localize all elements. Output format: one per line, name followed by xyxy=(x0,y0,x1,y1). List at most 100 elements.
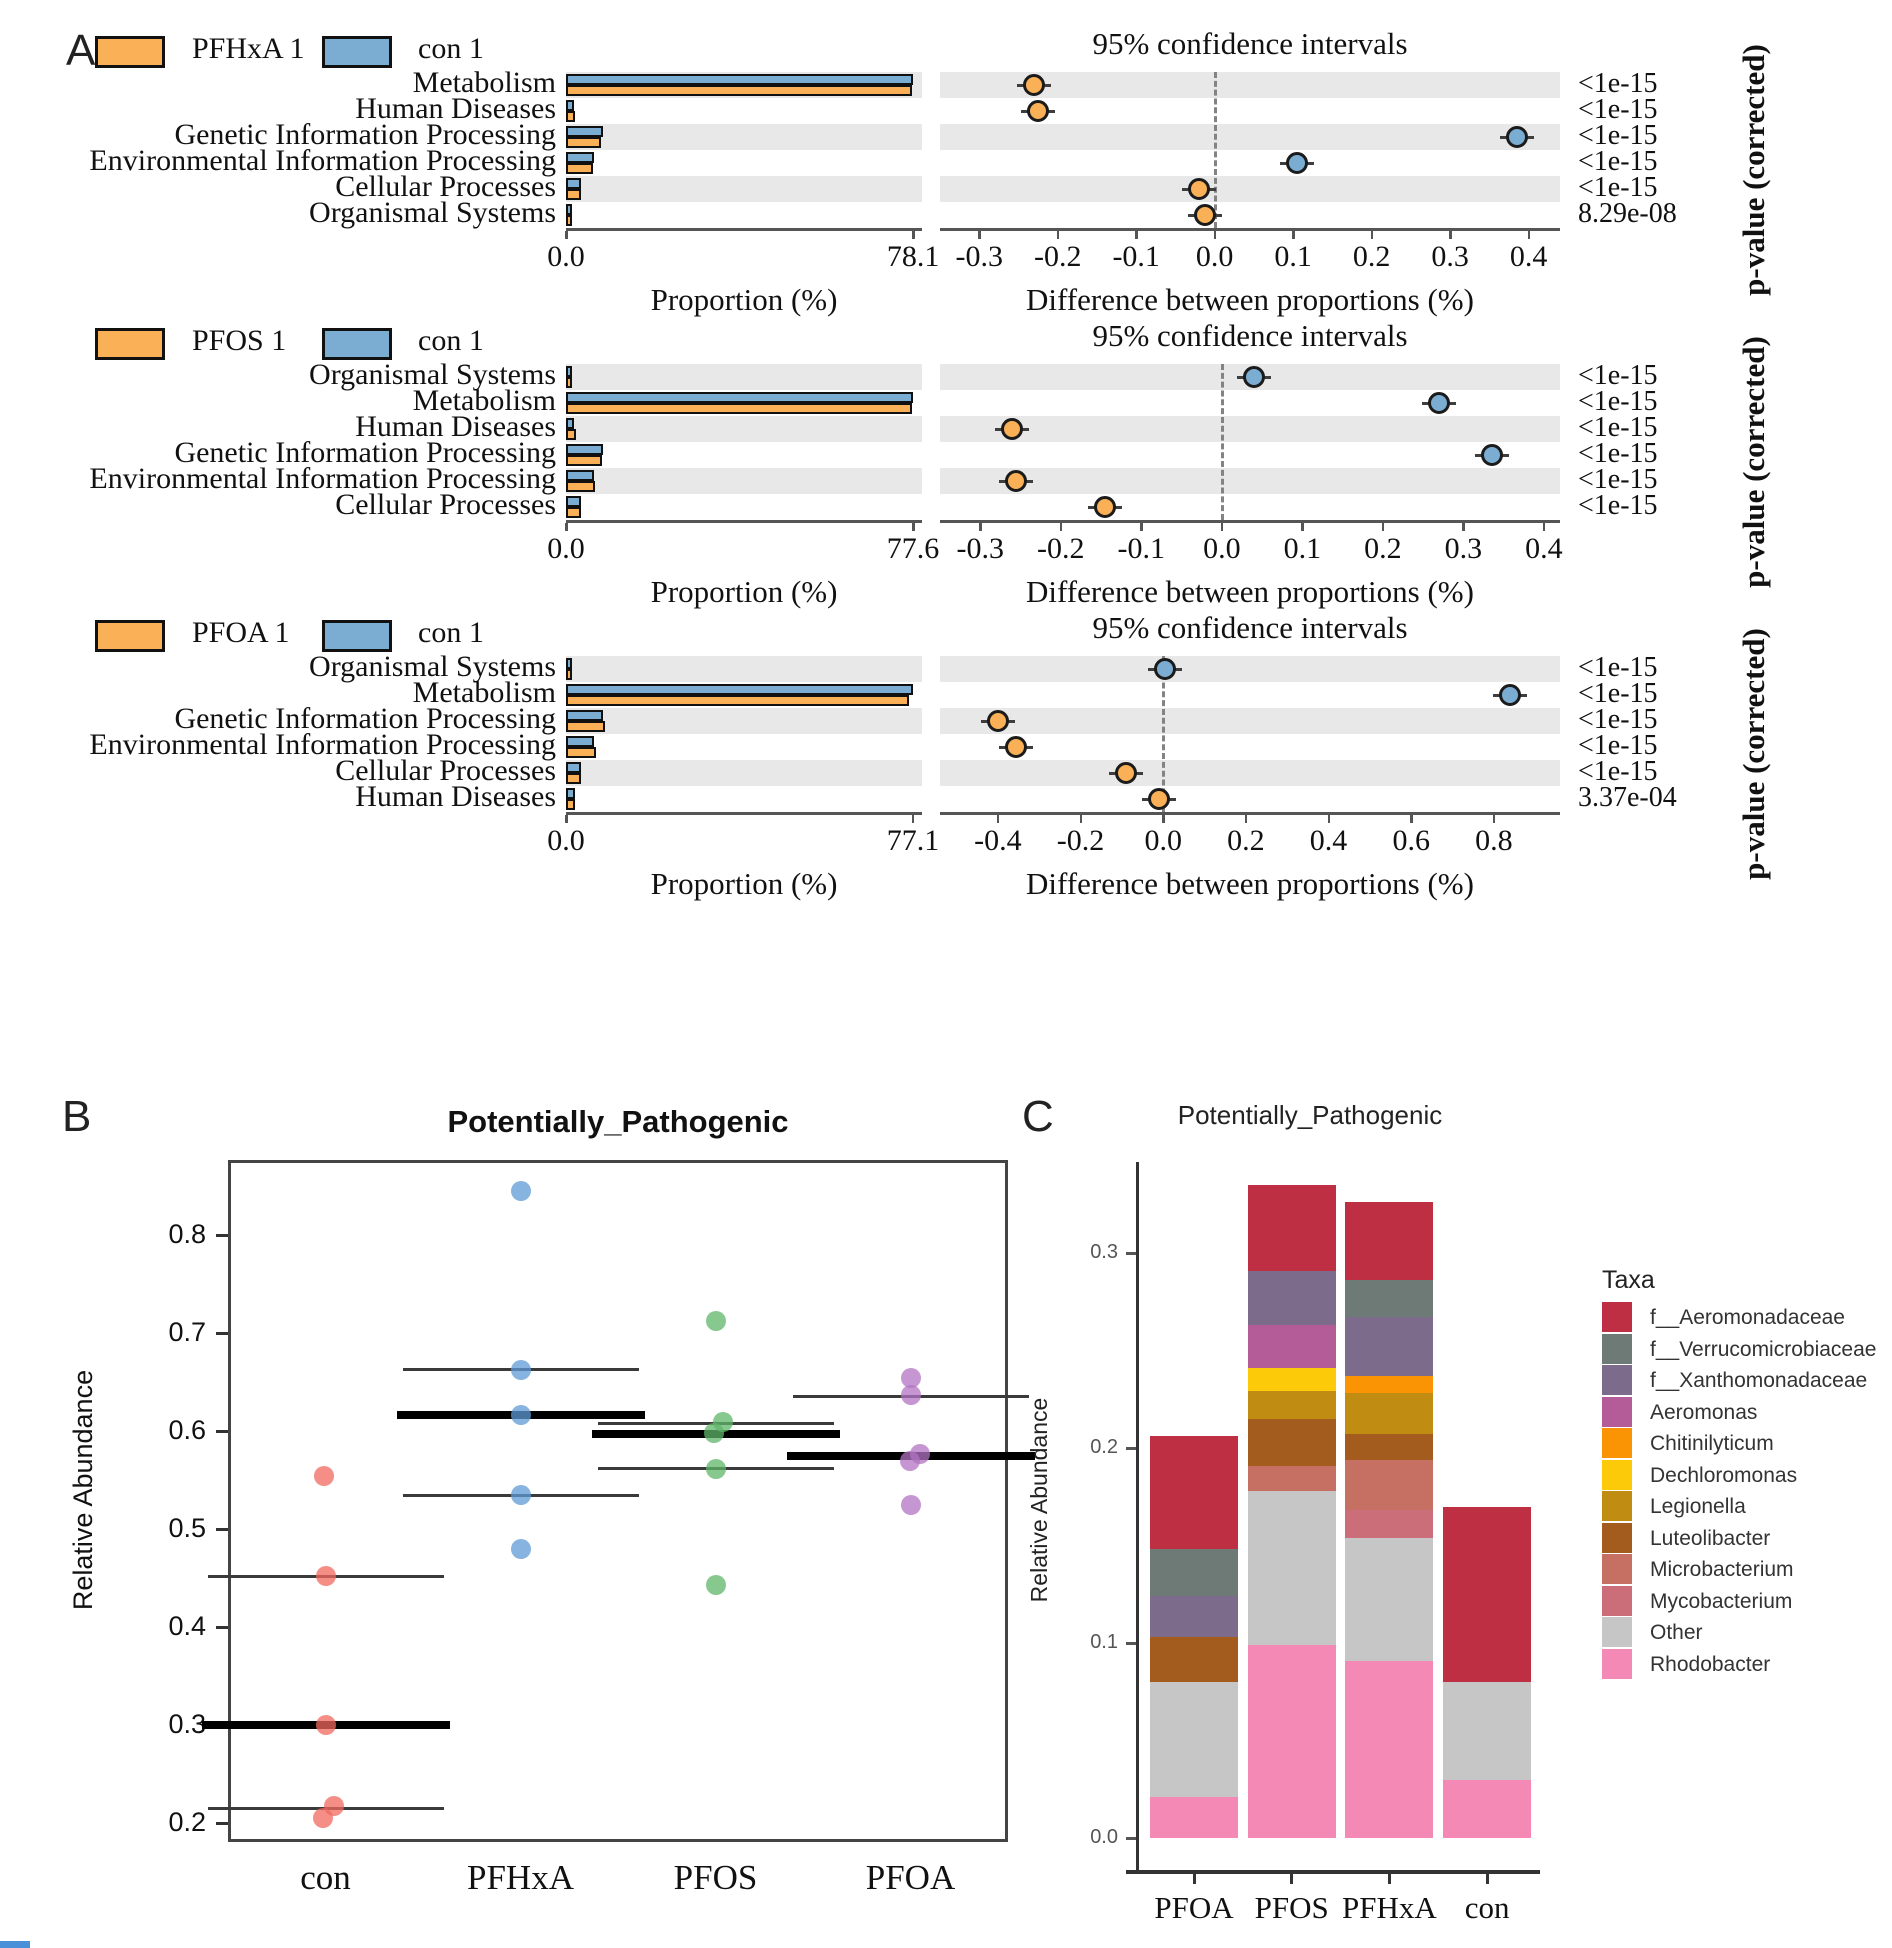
category-label: Human Diseases xyxy=(355,410,556,443)
legend-label-Chitinilyticum: Chitinilyticum xyxy=(1650,1432,1774,1455)
data-point xyxy=(705,1458,726,1479)
y-tick-label: 0.6 xyxy=(168,1415,206,1446)
diff-tick xyxy=(1244,815,1248,823)
diff-dot xyxy=(1115,762,1137,784)
diff-dot xyxy=(1428,392,1451,414)
category-label: Metabolism xyxy=(412,384,556,417)
diff-tick xyxy=(1292,231,1295,239)
category-label: Organismal Systems xyxy=(309,358,556,391)
bar-segment-Microbacterium xyxy=(1345,1459,1434,1511)
x-tick xyxy=(1192,1872,1196,1884)
bar-control xyxy=(566,392,914,403)
prop-tick-label: 77.6 xyxy=(886,532,940,565)
bar-treatment xyxy=(566,137,602,148)
category-label: Human Diseases xyxy=(355,92,556,125)
legend-treatment-label: PFOS 1 xyxy=(192,324,287,357)
row-band xyxy=(940,176,1560,202)
diff-tick-label: 0.0 xyxy=(1203,532,1241,565)
diff-tick xyxy=(1542,523,1546,531)
bar-control xyxy=(566,470,594,481)
bar-treatment xyxy=(566,403,912,414)
legend-label-Other: Other xyxy=(1650,1621,1703,1644)
category-label: Cellular Processes xyxy=(335,754,556,787)
legend-label-Luteolibacter: Luteolibacter xyxy=(1650,1526,1771,1550)
p-value: <1e-15 xyxy=(1578,120,1658,151)
x-category-label: PFOA xyxy=(1154,1890,1234,1925)
diff-tick xyxy=(1527,231,1531,239)
y-tick xyxy=(216,1429,228,1433)
row-band xyxy=(940,708,1560,734)
bar-segment-Rhodobacter xyxy=(1247,1644,1336,1838)
row-band xyxy=(940,468,1560,494)
bar-segment-Luteolibacter xyxy=(1247,1418,1336,1466)
diff-tick-label: 0.0 xyxy=(1144,824,1182,857)
prop-axis-title: Proportion (%) xyxy=(650,282,838,317)
data-point xyxy=(900,1494,921,1515)
diff-dot xyxy=(1094,496,1117,518)
bar-control xyxy=(566,762,581,773)
legend-swatch-f__Aeromonadaceae xyxy=(1602,1302,1632,1332)
y-tick xyxy=(216,1527,228,1531)
panel-c: Potentially_Pathogenic Relative Abundance… xyxy=(1010,1080,1892,1948)
diff-tick xyxy=(1492,815,1496,823)
category-label: Human Diseases xyxy=(355,780,556,813)
p-value: <1e-15 xyxy=(1578,412,1658,443)
bar-treatment xyxy=(566,215,572,226)
legend-swatch-treatment xyxy=(95,328,165,360)
legend-swatch-treatment xyxy=(95,620,165,652)
y-tick-label: 0.8 xyxy=(168,1219,206,1250)
p-value: <1e-15 xyxy=(1578,490,1658,521)
bar-segment-Rhodobacter xyxy=(1150,1797,1238,1838)
legend-swatch-f__Xanthomonadaceae xyxy=(1602,1365,1632,1395)
diff-dot xyxy=(1005,736,1028,758)
category-label: Metabolism xyxy=(412,676,556,709)
legend-treatment-label: PFHxA 1 xyxy=(192,32,305,65)
p-value: <1e-15 xyxy=(1578,704,1658,735)
diff-tick xyxy=(1220,523,1224,531)
legend-control-label: con 1 xyxy=(418,324,484,357)
prop-tick xyxy=(565,815,568,823)
panel-a-label: A xyxy=(66,26,96,75)
prop-axis-line xyxy=(566,520,922,523)
category-label: Environmental Information Processing xyxy=(89,144,556,177)
y-tick-label: 0.2 xyxy=(168,1807,206,1838)
diff-dot xyxy=(1154,658,1177,680)
legend-title: Taxa xyxy=(1602,1266,1655,1294)
diff-tick-label: 0.1 xyxy=(1274,240,1312,273)
y-axis-label: Relative Abundance xyxy=(68,1369,98,1611)
diff-dot xyxy=(1243,366,1266,388)
ci-title: 95% confidence intervals xyxy=(1092,26,1408,61)
bar-segment-f__Verrucomicrobiaceae xyxy=(1345,1280,1434,1318)
diff-tick xyxy=(1301,523,1304,531)
y-tick xyxy=(1126,1252,1136,1255)
diff-tick-label: 0.1 xyxy=(1283,532,1322,565)
diff-axis-line xyxy=(940,812,1560,815)
bar-segment-Luteolibacter xyxy=(1345,1434,1434,1460)
diff-dot xyxy=(1505,126,1528,148)
data-point xyxy=(510,1485,531,1506)
p-value: <1e-15 xyxy=(1578,756,1658,787)
screenshot-edge-artifact xyxy=(0,1941,30,1948)
category-label: Organismal Systems xyxy=(309,196,556,229)
bar-segment-Chitinilyticum xyxy=(1345,1375,1434,1394)
y-tick-label: 0.3 xyxy=(168,1709,206,1740)
category-label: Cellular Processes xyxy=(335,488,556,521)
diff-axis-title: Difference between proportions (%) xyxy=(1026,282,1474,317)
bar-treatment xyxy=(566,507,582,518)
diff-tick-label: 0.3 xyxy=(1431,240,1469,273)
diff-tick-label: 0.4 xyxy=(1525,532,1563,565)
diff-dot xyxy=(1499,684,1522,706)
bar-treatment xyxy=(566,377,572,388)
row-band xyxy=(566,656,922,682)
plot-box xyxy=(228,1160,1008,1842)
bar-control xyxy=(566,178,581,189)
diff-tick xyxy=(1056,231,1060,239)
bar-segment-f__Verrucomicrobiaceae xyxy=(1150,1549,1238,1597)
legend-control-label: con 1 xyxy=(418,616,484,649)
legend-swatch-Legionella xyxy=(1602,1491,1632,1521)
row-band xyxy=(566,416,922,442)
category-label: Cellular Processes xyxy=(335,170,556,203)
bar-treatment xyxy=(566,695,910,706)
row-band xyxy=(566,364,922,390)
x-tick xyxy=(1387,1872,1391,1884)
